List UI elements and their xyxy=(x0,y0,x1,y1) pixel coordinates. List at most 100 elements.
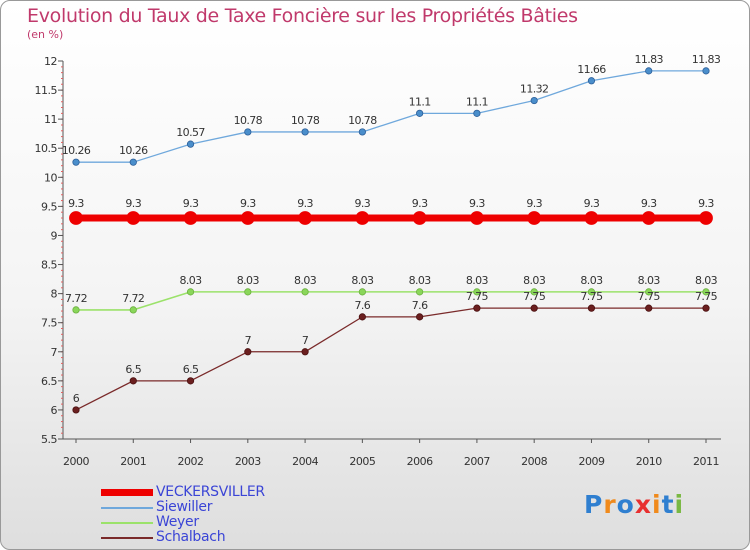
legend-label: Schalbach xyxy=(156,529,226,545)
data-label: 9.3 xyxy=(68,197,84,210)
y-tick-label: 6 xyxy=(51,404,58,417)
legend-swatch xyxy=(101,521,153,524)
legend-swatch xyxy=(101,506,153,509)
logo-letter: P xyxy=(584,490,604,519)
x-tick-label: 2007 xyxy=(464,455,490,468)
data-label: 7 xyxy=(245,334,252,347)
data-label: 6 xyxy=(73,392,80,405)
y-tick-label: 10 xyxy=(44,171,57,184)
data-label: 7.6 xyxy=(412,299,428,312)
data-point xyxy=(186,377,195,385)
y-tick-label: 11.5 xyxy=(35,84,58,97)
data-label: 7.6 xyxy=(355,299,371,312)
x-tick-label: 2008 xyxy=(521,455,547,468)
legend-label: VECKERSVILLER xyxy=(156,484,265,500)
x-tick-label: 2010 xyxy=(636,455,662,468)
logo-letter: i xyxy=(674,490,685,519)
data-point xyxy=(699,211,713,225)
data-point xyxy=(72,406,80,414)
data-point xyxy=(702,67,710,75)
data-point xyxy=(645,288,653,296)
data-point xyxy=(641,211,656,225)
y-tick-label: 7.5 xyxy=(41,317,57,330)
data-label: 8.03 xyxy=(237,274,260,287)
y-tick-label: 10.5 xyxy=(35,142,58,155)
data-label: 7.75 xyxy=(580,290,603,303)
data-point xyxy=(587,304,596,312)
data-point xyxy=(244,128,252,136)
data-label: 7.75 xyxy=(695,290,718,303)
data-point xyxy=(69,211,83,225)
data-label: 9.3 xyxy=(125,197,141,210)
data-label: 7 xyxy=(302,334,309,347)
data-label: 9.3 xyxy=(526,197,542,210)
data-point xyxy=(301,128,309,136)
data-label: 9.3 xyxy=(698,197,714,210)
data-point xyxy=(72,306,80,314)
data-point xyxy=(358,128,366,136)
data-label: 9.3 xyxy=(469,197,485,210)
series-line-schalbach xyxy=(75,307,706,411)
legend-label: Weyer xyxy=(156,514,199,530)
data-label: 6.5 xyxy=(183,363,199,376)
data-label: 10.78 xyxy=(291,114,320,127)
x-tick-label: 2011 xyxy=(693,455,719,468)
data-point xyxy=(244,288,252,296)
legend-item-veckersviller: VECKERSVILLER xyxy=(101,485,265,500)
data-label: 6.5 xyxy=(125,363,141,376)
data-label: 11.66 xyxy=(577,63,606,76)
data-point xyxy=(183,211,198,225)
data-label: 10.57 xyxy=(176,126,205,139)
data-label: 9.3 xyxy=(240,197,256,210)
y-tick-label: 6.5 xyxy=(41,375,57,388)
y-tick-label: 7 xyxy=(51,346,58,359)
y-tick-label: 5.5 xyxy=(41,433,57,446)
legend-item-weyer: Weyer xyxy=(101,515,265,530)
data-point xyxy=(355,211,370,225)
data-point xyxy=(702,304,710,312)
data-point xyxy=(129,158,137,166)
data-point xyxy=(244,348,252,356)
x-tick-label: 2005 xyxy=(349,455,375,468)
x-tick-label: 2009 xyxy=(578,455,604,468)
data-point xyxy=(186,140,195,148)
data-point xyxy=(470,211,484,225)
chart-subtitle: (en %) xyxy=(27,28,64,41)
data-point xyxy=(358,288,366,296)
data-point xyxy=(416,288,424,296)
data-point xyxy=(416,313,424,321)
data-label: 7.75 xyxy=(638,290,661,303)
data-label: 8.03 xyxy=(523,274,546,287)
data-point xyxy=(645,67,653,75)
data-point xyxy=(358,313,366,321)
legend-label: Siewiller xyxy=(156,499,213,515)
data-point xyxy=(416,109,424,117)
data-label: 10.26 xyxy=(62,144,91,157)
data-point xyxy=(412,211,427,225)
data-label: 8.03 xyxy=(179,274,202,287)
data-label: 8.03 xyxy=(351,274,374,287)
data-label: 7.75 xyxy=(466,290,489,303)
x-tick-label: 2000 xyxy=(63,455,89,468)
y-tick-label: 9 xyxy=(51,229,58,242)
data-point xyxy=(298,211,312,225)
data-point xyxy=(530,304,538,312)
data-label: 11.83 xyxy=(692,53,721,66)
data-point xyxy=(702,288,710,296)
data-point xyxy=(530,96,538,105)
x-tick-label: 2002 xyxy=(178,455,204,468)
data-label: 9.3 xyxy=(412,197,428,210)
legend-item-schalbach: Schalbach xyxy=(101,530,265,545)
data-label: 8.03 xyxy=(695,274,718,287)
data-point xyxy=(530,288,538,296)
data-label: 8.03 xyxy=(580,274,603,287)
data-label: 8.03 xyxy=(409,274,432,287)
legend: VECKERSVILLER Siewiller Weyer Schalbach xyxy=(101,485,265,545)
data-label: 11.83 xyxy=(634,53,663,66)
x-tick-label: 2001 xyxy=(120,455,146,468)
data-label: 9.3 xyxy=(584,197,600,210)
y-tick-label: 12 xyxy=(44,55,57,68)
x-tick-label: 2004 xyxy=(292,455,318,468)
